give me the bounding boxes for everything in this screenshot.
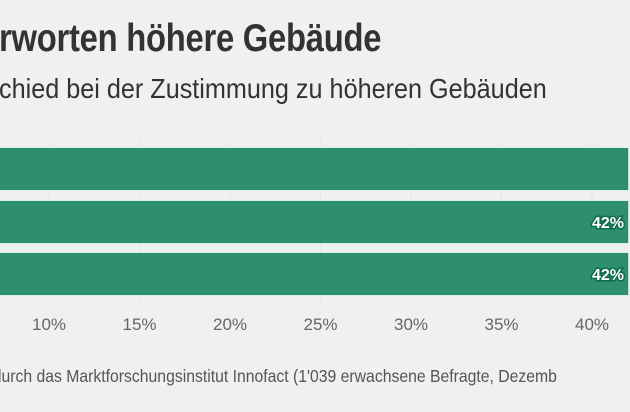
x-tick-label: 20% bbox=[213, 315, 247, 334]
bar bbox=[0, 253, 629, 295]
x-tick-label: 35% bbox=[484, 315, 518, 334]
chart-title: rworten höhere Gebäude bbox=[0, 17, 382, 60]
x-tick-label: 40% bbox=[575, 315, 609, 334]
bar bbox=[0, 201, 629, 243]
chart-subtitle: chied bei der Zustimmung zu höheren Gebä… bbox=[0, 73, 547, 104]
bars bbox=[0, 147, 629, 296]
bar-labels: 42% 42% bbox=[590, 214, 625, 286]
bar bbox=[0, 148, 629, 190]
x-tick-label: 25% bbox=[303, 315, 337, 334]
bar-value-label: 42% bbox=[592, 215, 624, 232]
x-tick-label: 15% bbox=[122, 315, 156, 334]
x-axis-ticks: 10% 15% 20% 25% 30% 35% 40% bbox=[32, 315, 609, 334]
source-note: lurch das Marktforschungsinstitut Innofa… bbox=[0, 366, 557, 386]
bar-value-label: 42% bbox=[592, 267, 624, 284]
x-tick-label: 10% bbox=[32, 315, 66, 334]
x-tick-label: 30% bbox=[394, 315, 428, 334]
